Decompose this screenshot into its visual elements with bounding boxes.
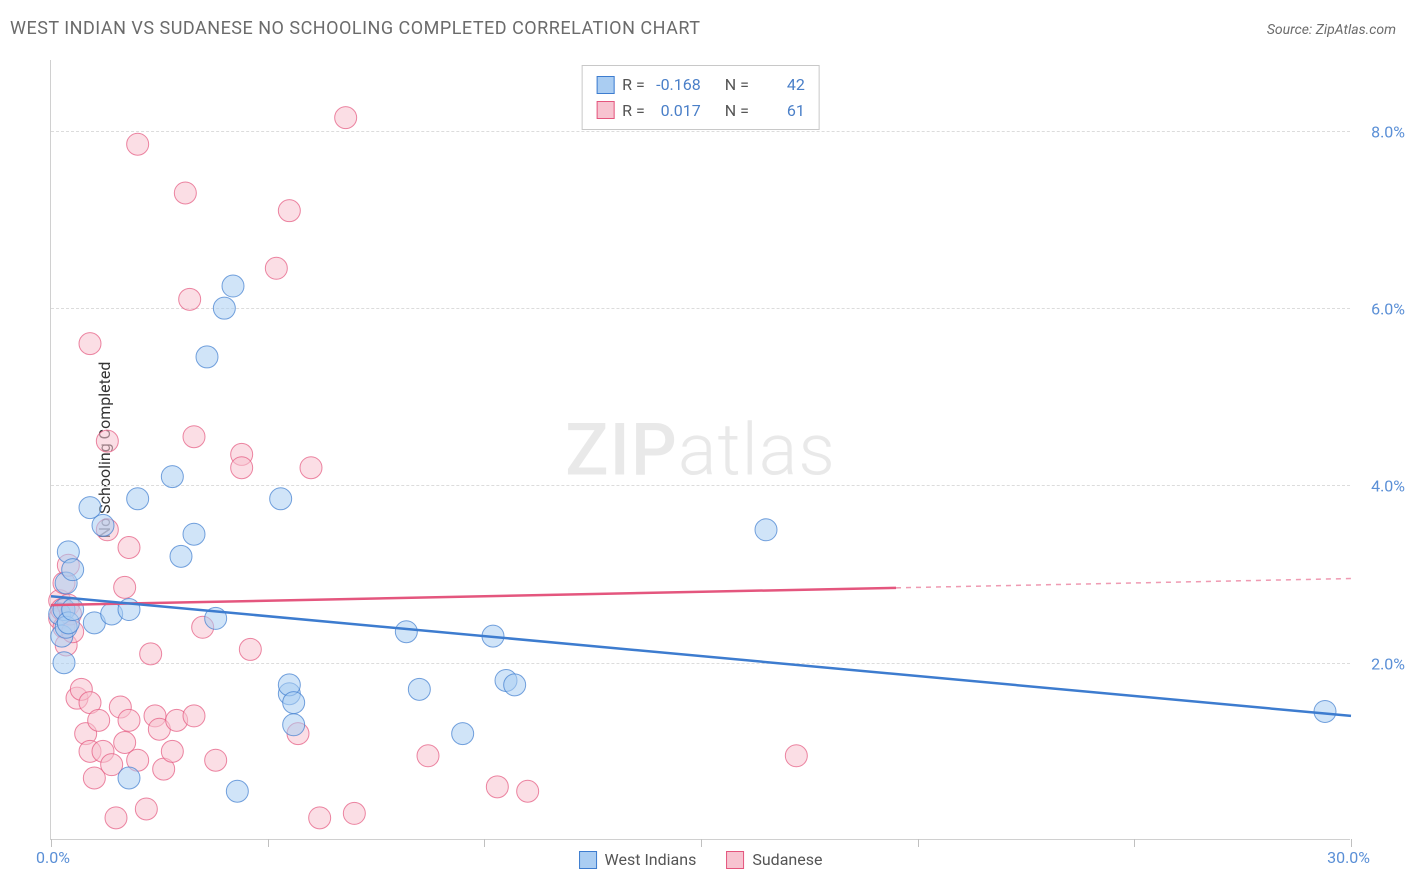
scatter-point <box>88 709 110 731</box>
scatter-point <box>105 807 127 829</box>
scatter-point <box>127 133 149 155</box>
scatter-point <box>135 798 157 820</box>
scatter-point <box>222 275 244 297</box>
trend-line-dashed <box>896 579 1351 588</box>
scatter-point <box>127 488 149 510</box>
scatter-point <box>183 705 205 727</box>
source-label: Source: ZipAtlas.com <box>1267 22 1396 38</box>
y-tick-label: 6.0% <box>1355 300 1405 319</box>
trend-line <box>51 588 896 605</box>
scatter-point <box>118 709 140 731</box>
scatter-point <box>231 457 253 479</box>
scatter-point <box>53 652 75 674</box>
legend-item-west-indians: West Indians <box>579 850 697 869</box>
plot-area: No Schooling Completed 2.0%4.0%6.0%8.0% … <box>50 60 1350 840</box>
scatter-point <box>114 576 136 598</box>
r-value-west-indians: -0.168 <box>653 72 701 98</box>
scatter-point <box>205 749 227 771</box>
scatter-point <box>785 745 807 767</box>
n-value-sudanese: 61 <box>757 98 805 124</box>
y-tick-label: 2.0% <box>1355 654 1405 673</box>
header: WEST INDIAN VS SUDANESE NO SCHOOLING COM… <box>10 18 1396 39</box>
swatch-sudanese <box>596 101 614 119</box>
x-min-label: 0.0% <box>36 848 70 867</box>
scatter-point <box>504 674 526 696</box>
scatter-point <box>196 346 218 368</box>
r-value-sudanese: 0.017 <box>653 98 701 124</box>
scatter-point <box>140 643 162 665</box>
r-label: R = <box>622 98 645 124</box>
scatter-point <box>265 257 287 279</box>
scatter-point <box>283 692 305 714</box>
scatter-point <box>174 182 196 204</box>
scatter-point <box>517 780 539 802</box>
scatter-point <box>62 559 84 581</box>
r-label: R = <box>622 72 645 98</box>
scatter-point <box>96 430 118 452</box>
swatch-west-indians <box>579 851 597 869</box>
scatter-svg <box>51 60 1350 839</box>
stat-row-sudanese: R = 0.017 N = 61 <box>596 98 805 124</box>
scatter-point <box>408 678 430 700</box>
scatter-point <box>300 457 322 479</box>
stat-row-west-indians: R = -0.168 N = 42 <box>596 72 805 98</box>
scatter-point <box>161 740 183 762</box>
scatter-point <box>278 200 300 222</box>
chart-title: WEST INDIAN VS SUDANESE NO SCHOOLING COM… <box>10 18 700 39</box>
scatter-point <box>62 599 84 621</box>
stat-legend: R = -0.168 N = 42 R = 0.017 N = 61 <box>581 65 820 130</box>
scatter-point <box>170 545 192 567</box>
scatter-point <box>486 776 508 798</box>
scatter-point <box>183 523 205 545</box>
scatter-point <box>79 333 101 355</box>
scatter-point <box>417 745 439 767</box>
scatter-point <box>270 488 292 510</box>
scatter-point <box>179 288 201 310</box>
y-tick-label: 4.0% <box>1355 477 1405 496</box>
scatter-point <box>395 621 417 643</box>
x-max-label: 30.0% <box>1327 848 1370 867</box>
scatter-point <box>343 802 365 824</box>
scatter-point <box>213 297 235 319</box>
scatter-point <box>755 519 777 541</box>
scatter-point <box>118 537 140 559</box>
n-label: N = <box>725 72 749 98</box>
legend-label-sudanese: Sudanese <box>752 850 822 869</box>
legend-label-west-indians: West Indians <box>605 850 697 869</box>
y-tick-label: 8.0% <box>1355 122 1405 141</box>
scatter-point <box>452 723 474 745</box>
swatch-sudanese <box>726 851 744 869</box>
swatch-west-indians <box>596 76 614 94</box>
scatter-point <box>183 426 205 448</box>
scatter-point <box>118 767 140 789</box>
legend-item-sudanese: Sudanese <box>726 850 822 869</box>
bottom-legend: West Indians Sudanese <box>579 850 823 869</box>
n-label: N = <box>725 98 749 124</box>
scatter-point <box>161 466 183 488</box>
scatter-point <box>1314 700 1336 722</box>
scatter-point <box>92 514 114 536</box>
scatter-point <box>239 638 261 660</box>
scatter-point <box>283 714 305 736</box>
scatter-point <box>226 780 248 802</box>
scatter-point <box>309 807 331 829</box>
scatter-point <box>335 107 357 129</box>
n-value-west-indians: 42 <box>757 72 805 98</box>
